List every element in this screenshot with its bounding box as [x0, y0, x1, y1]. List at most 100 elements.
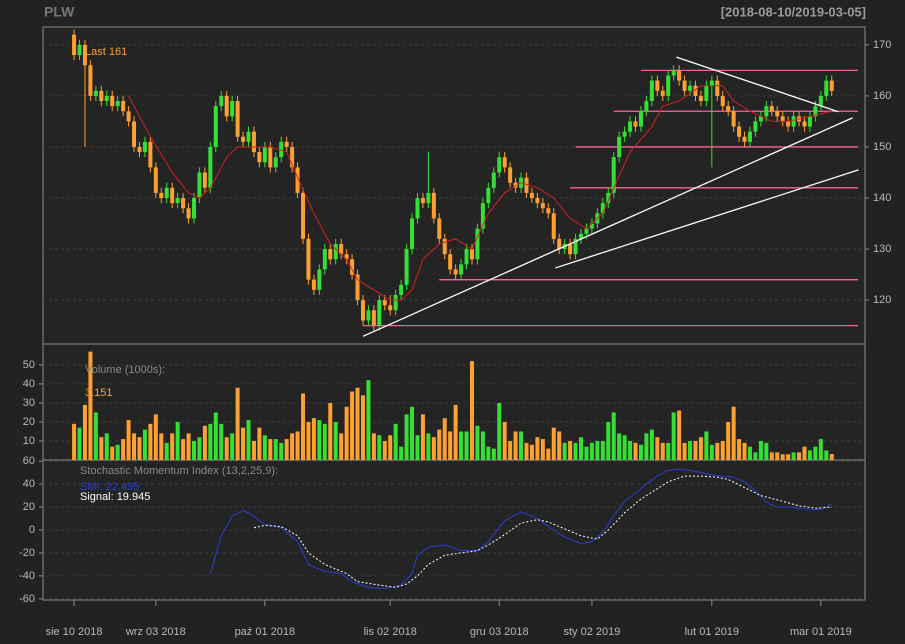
candle-body	[513, 182, 518, 188]
y-tick-label: 50	[23, 359, 35, 371]
volume-bar	[508, 440, 513, 460]
volume-bar	[519, 431, 524, 460]
candle-body	[655, 80, 660, 91]
volume-bar	[72, 423, 77, 460]
indicator-line	[209, 468, 832, 590]
volume-bar	[644, 433, 649, 460]
volume-bar	[715, 442, 720, 460]
volume-bar	[638, 444, 643, 460]
volume-bar	[682, 442, 687, 460]
volume-bar	[420, 414, 425, 460]
volume-bar	[202, 425, 207, 460]
candle-body	[584, 228, 589, 234]
candle-body	[371, 310, 376, 326]
candle-body	[807, 116, 812, 127]
volume-bar	[290, 433, 295, 460]
volume-bar	[339, 433, 344, 460]
volume-bar	[737, 439, 742, 460]
volume-bar	[88, 351, 93, 460]
volume-bar	[758, 440, 763, 460]
volume-bar	[688, 440, 693, 460]
candle-body	[502, 157, 507, 168]
volume-bar	[431, 437, 436, 460]
volume-bar	[115, 444, 120, 460]
candle-body	[191, 198, 196, 219]
candle-body	[600, 203, 605, 214]
volume-bar	[82, 404, 87, 460]
y-tick-label: 140	[873, 192, 891, 204]
x-tick-label: sie 10 2018	[46, 626, 103, 638]
candle-body	[208, 146, 213, 188]
x-tick-label: paź 01 2018	[235, 626, 296, 638]
candle-body	[246, 131, 251, 142]
volume-bar	[671, 412, 676, 460]
volume-bar	[791, 452, 796, 460]
candle-body	[301, 192, 306, 239]
candle-body	[606, 192, 611, 204]
volume-bar	[148, 423, 153, 460]
volume-bar	[584, 446, 589, 460]
x-tick-label: gru 03 2018	[470, 626, 529, 638]
volume-bar	[551, 427, 556, 460]
candle-body	[344, 254, 349, 260]
volume-bar	[404, 414, 409, 460]
volume-bar	[464, 431, 469, 460]
candle-body	[677, 70, 682, 81]
candle-body	[110, 95, 115, 107]
volume-bar	[562, 442, 567, 460]
candle-body	[557, 238, 562, 250]
volume-bar	[731, 406, 736, 460]
candle-body	[290, 146, 295, 168]
candle-body	[491, 172, 496, 188]
chart-title: PLW	[44, 4, 75, 20]
candle-body	[453, 269, 458, 275]
candle-body	[508, 167, 513, 183]
candle-body	[410, 218, 415, 250]
candle-body	[617, 136, 622, 158]
candle-body	[132, 121, 137, 147]
candle-body	[824, 80, 829, 96]
volume-bar	[573, 442, 578, 460]
trend-line	[555, 169, 859, 269]
volume-bar	[628, 440, 633, 460]
x-tick-label: wrz 03 2018	[125, 626, 186, 638]
candle-body	[633, 121, 638, 127]
panel-title: Stochastic Momentum Index (13,2,25,9):	[80, 465, 278, 477]
volume-bar	[813, 446, 818, 460]
y-tick-label: 20	[23, 501, 35, 513]
volume-bar	[677, 410, 682, 460]
volume-bar	[726, 421, 731, 460]
candle-body	[818, 95, 823, 107]
y-tick-label: 40	[23, 478, 35, 490]
volume-bar	[257, 427, 262, 460]
candle-body	[197, 172, 202, 199]
volume-bar	[617, 433, 622, 460]
y-tick-label: -60	[19, 593, 35, 605]
candle-body	[268, 146, 273, 168]
candle-body	[486, 187, 491, 204]
y-tick-label: -40	[19, 570, 35, 582]
volume-bar	[126, 420, 131, 460]
volume-bar	[262, 435, 267, 460]
last-price-label: Last 161	[85, 46, 127, 58]
volume-bar	[306, 421, 311, 460]
volume-bar	[824, 450, 829, 460]
candle-body	[115, 101, 120, 107]
volume-bar	[606, 421, 611, 460]
candle-body	[219, 95, 224, 107]
candle-body	[431, 192, 436, 219]
volume-bar	[459, 431, 464, 460]
candle-body	[540, 203, 545, 209]
volume-bar	[546, 448, 551, 460]
candle-body	[682, 80, 687, 91]
candle-body	[568, 243, 573, 255]
volume-bar	[595, 440, 600, 460]
y-tick-label: 40	[23, 378, 35, 390]
volume-bar	[535, 437, 540, 460]
volume-bar	[655, 437, 660, 460]
candle-body	[579, 233, 584, 239]
candle-body	[758, 116, 763, 122]
volume-bar	[589, 442, 594, 460]
candle-body	[213, 106, 218, 147]
